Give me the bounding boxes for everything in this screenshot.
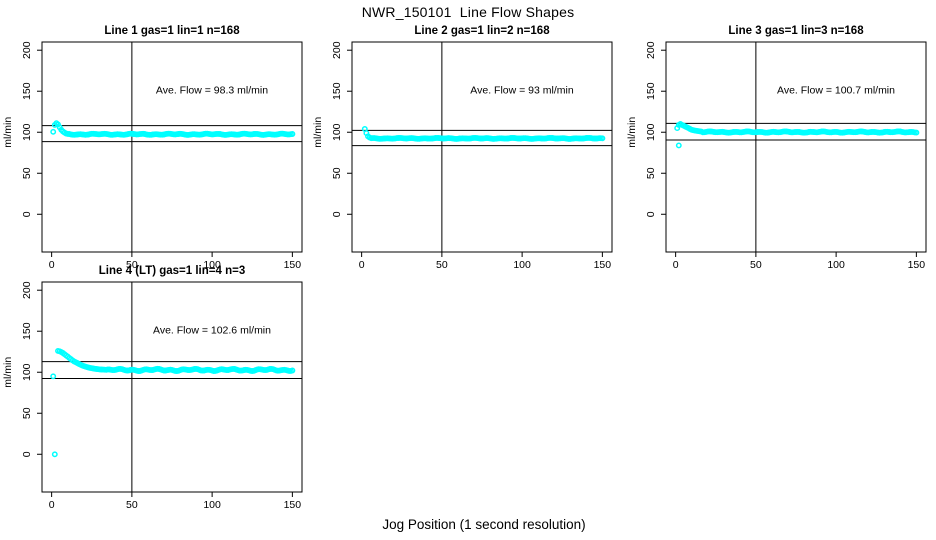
data-point — [50, 373, 57, 380]
plot-box — [351, 41, 613, 253]
y-axis-label: ml/min — [312, 117, 324, 148]
x-tick-label: 150 — [594, 259, 612, 271]
x-tick-label: 100 — [827, 259, 845, 271]
x-tick-label: 100 — [203, 499, 221, 511]
x-tick-label: 50 — [436, 259, 448, 271]
data-points — [674, 121, 920, 149]
x-tick-label: 0 — [49, 499, 55, 511]
x-tick-label: 100 — [203, 259, 221, 271]
x-tick-label: 150 — [908, 259, 926, 271]
y-axis-label: ml/min — [2, 357, 14, 388]
x-tick-label: 0 — [49, 259, 55, 271]
subplot-title: Line 4 (LT) gas=1 lin=4 n=3 — [99, 265, 245, 277]
data-point — [50, 128, 57, 135]
y-tick-label: 100 — [21, 123, 33, 141]
data-point — [599, 135, 606, 142]
subplot-line3-svg: 0 50 100 150 0 50 100 150 200 ml/min Line 3 gas=1 … — [626, 25, 927, 271]
data-point — [289, 367, 296, 374]
y-tick-label: 150 — [21, 322, 33, 340]
y-axis-label: ml/min — [2, 117, 14, 148]
x-tick-label: 150 — [284, 259, 302, 271]
figure-title: NWR_150101 Line Flow Shapes — [361, 4, 575, 20]
y-tick-label: 150 — [645, 82, 657, 100]
y-tick-label: 50 — [331, 167, 343, 179]
subplot-line1-svg: 0 50 100 150 0 50 100 150 200 ml/min Line 1 gas=1 … — [2, 25, 303, 271]
y-tick-label: 50 — [21, 407, 33, 419]
y-tick-label: 0 — [21, 211, 33, 217]
y-tick-label: 50 — [21, 167, 33, 179]
subplot-line2-svg: 0 50 100 150 0 50 100 150 200 ml/min Line 2 gas=1 … — [312, 25, 613, 271]
subplot-line2: 0 50 100 150 0 50 100 150 200 ml/min Line 2 gas=1 … — [310, 20, 622, 272]
y-tick-label: 0 — [21, 451, 33, 457]
ave-flow-annotation: Ave. Flow = 93 ml/min — [470, 85, 574, 97]
subplot-line4: 0 50 100 150 0 50 100 150 200 ml/min Line 4 (LT) g… — [0, 260, 312, 512]
y-tick-label: 200 — [331, 41, 343, 59]
data-points — [50, 120, 296, 138]
plot-box — [41, 281, 303, 493]
subplot-title: Line 3 gas=1 lin=3 n=168 — [728, 25, 864, 37]
y-tick-label: 200 — [21, 41, 33, 59]
plot-box — [665, 41, 927, 253]
plot-box — [41, 41, 303, 253]
subplot-title: Line 2 gas=1 lin=2 n=168 — [414, 25, 550, 37]
x-tick-label: 100 — [513, 259, 531, 271]
x-tick-label: 150 — [284, 499, 302, 511]
x-tick-label: 50 — [126, 499, 138, 511]
y-tick-label: 0 — [331, 211, 343, 217]
data-point — [675, 142, 682, 149]
x-tick-label: 50 — [750, 259, 762, 271]
y-tick-label: 100 — [645, 123, 657, 141]
ave-flow-annotation: Ave. Flow = 102.6 ml/min — [153, 325, 271, 337]
subplot-title: Line 1 gas=1 lin=1 n=168 — [104, 25, 240, 37]
y-tick-label: 100 — [21, 363, 33, 381]
y-tick-label: 150 — [331, 82, 343, 100]
data-point — [913, 129, 920, 136]
ave-flow-annotation: Ave. Flow = 98.3 ml/min — [156, 85, 268, 97]
y-tick-label: 0 — [645, 211, 657, 217]
x-tick-label: 0 — [673, 259, 679, 271]
y-tick-label: 50 — [645, 167, 657, 179]
data-point — [289, 131, 296, 137]
x-axis-label: Jog Position (1 second resolution) — [382, 517, 586, 532]
data-points — [361, 126, 606, 142]
y-tick-label: 150 — [21, 82, 33, 100]
subplot-line1: 0 50 100 150 0 50 100 150 200 ml/min Line 1 gas=1 … — [0, 20, 312, 272]
x-tick-label: 50 — [126, 259, 138, 271]
subplot-line3: 0 50 100 150 0 50 100 150 200 ml/min Line 3 gas=1 … — [624, 20, 936, 272]
y-tick-label: 100 — [331, 123, 343, 141]
ave-flow-annotation: Ave. Flow = 100.7 ml/min — [777, 85, 895, 97]
subplot-line4-svg: 0 50 100 150 0 50 100 150 200 ml/min Line 4 (LT) g… — [2, 265, 303, 511]
data-points — [50, 347, 296, 458]
x-tick-label: 0 — [359, 259, 365, 271]
y-tick-label: 200 — [645, 41, 657, 59]
y-axis-label: ml/min — [626, 117, 638, 148]
data-point — [51, 451, 58, 458]
y-tick-label: 200 — [21, 281, 33, 299]
